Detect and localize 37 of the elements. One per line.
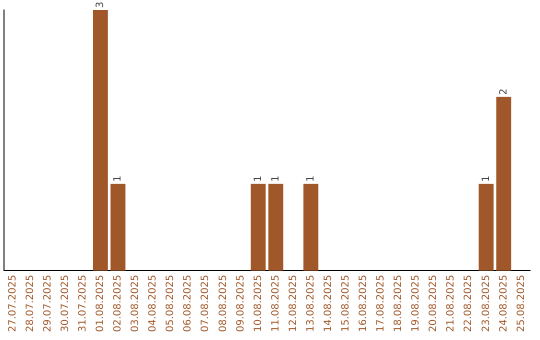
data-label: 1 — [305, 175, 316, 182]
x-tick-label: 22.08.2025 — [463, 274, 474, 332]
x-tick-label: 16.08.2025 — [358, 274, 370, 332]
x-tick-label: 30.07.2025 — [60, 274, 71, 332]
x-tick-label: 21.08.2025 — [446, 274, 457, 332]
x-tick-label: 11.08.2025 — [270, 274, 282, 332]
x-tick-label: 03.08.2025 — [130, 274, 142, 332]
x-tick-label: 24.08.2025 — [498, 274, 510, 332]
x-tick-label: 18.08.2025 — [393, 274, 404, 332]
data-label: 1 — [270, 175, 282, 182]
data-label: 1 — [480, 175, 492, 182]
x-tick-label: 29.07.2025 — [42, 274, 54, 332]
x-tick-label: 20.08.2025 — [428, 274, 440, 332]
x-tick-label: 25.08.2025 — [516, 274, 527, 332]
x-tick-label: 08.08.2025 — [218, 274, 229, 332]
x-tick-label: 14.08.2025 — [322, 274, 334, 332]
x-tick-label: 23.08.2025 — [480, 274, 492, 332]
x-tick-label: 04.08.2025 — [148, 274, 159, 332]
data-label: 3 — [95, 2, 106, 8]
data-label: 1 — [252, 175, 264, 182]
x-tick-label: 13.08.2025 — [305, 274, 316, 332]
x-tick-label: 31.07.2025 — [77, 274, 88, 332]
x-tick-label: 09.08.2025 — [235, 274, 246, 332]
x-tick-label: 06.08.2025 — [182, 274, 194, 332]
x-tick-label: 15.08.2025 — [340, 274, 352, 332]
x-tick-label: 05.08.2025 — [165, 274, 176, 332]
x-tick-label: 10.08.2025 — [252, 274, 264, 332]
x-tick-label: 17.08.2025 — [376, 274, 387, 332]
data-label: 1 — [112, 175, 124, 182]
x-tick-label: 01.08.2025 — [95, 274, 106, 332]
x-tick-label: 07.08.2025 — [200, 274, 212, 332]
x-tick-label: 12.08.2025 — [288, 274, 299, 332]
x-tick-label: 02.08.2025 — [112, 274, 124, 332]
x-tick-label: 19.08.2025 — [410, 274, 422, 332]
data-label: 2 — [498, 88, 510, 95]
x-tick-label: 27.07.2025 — [7, 274, 18, 332]
x-tick-label: 28.07.2025 — [24, 274, 36, 332]
